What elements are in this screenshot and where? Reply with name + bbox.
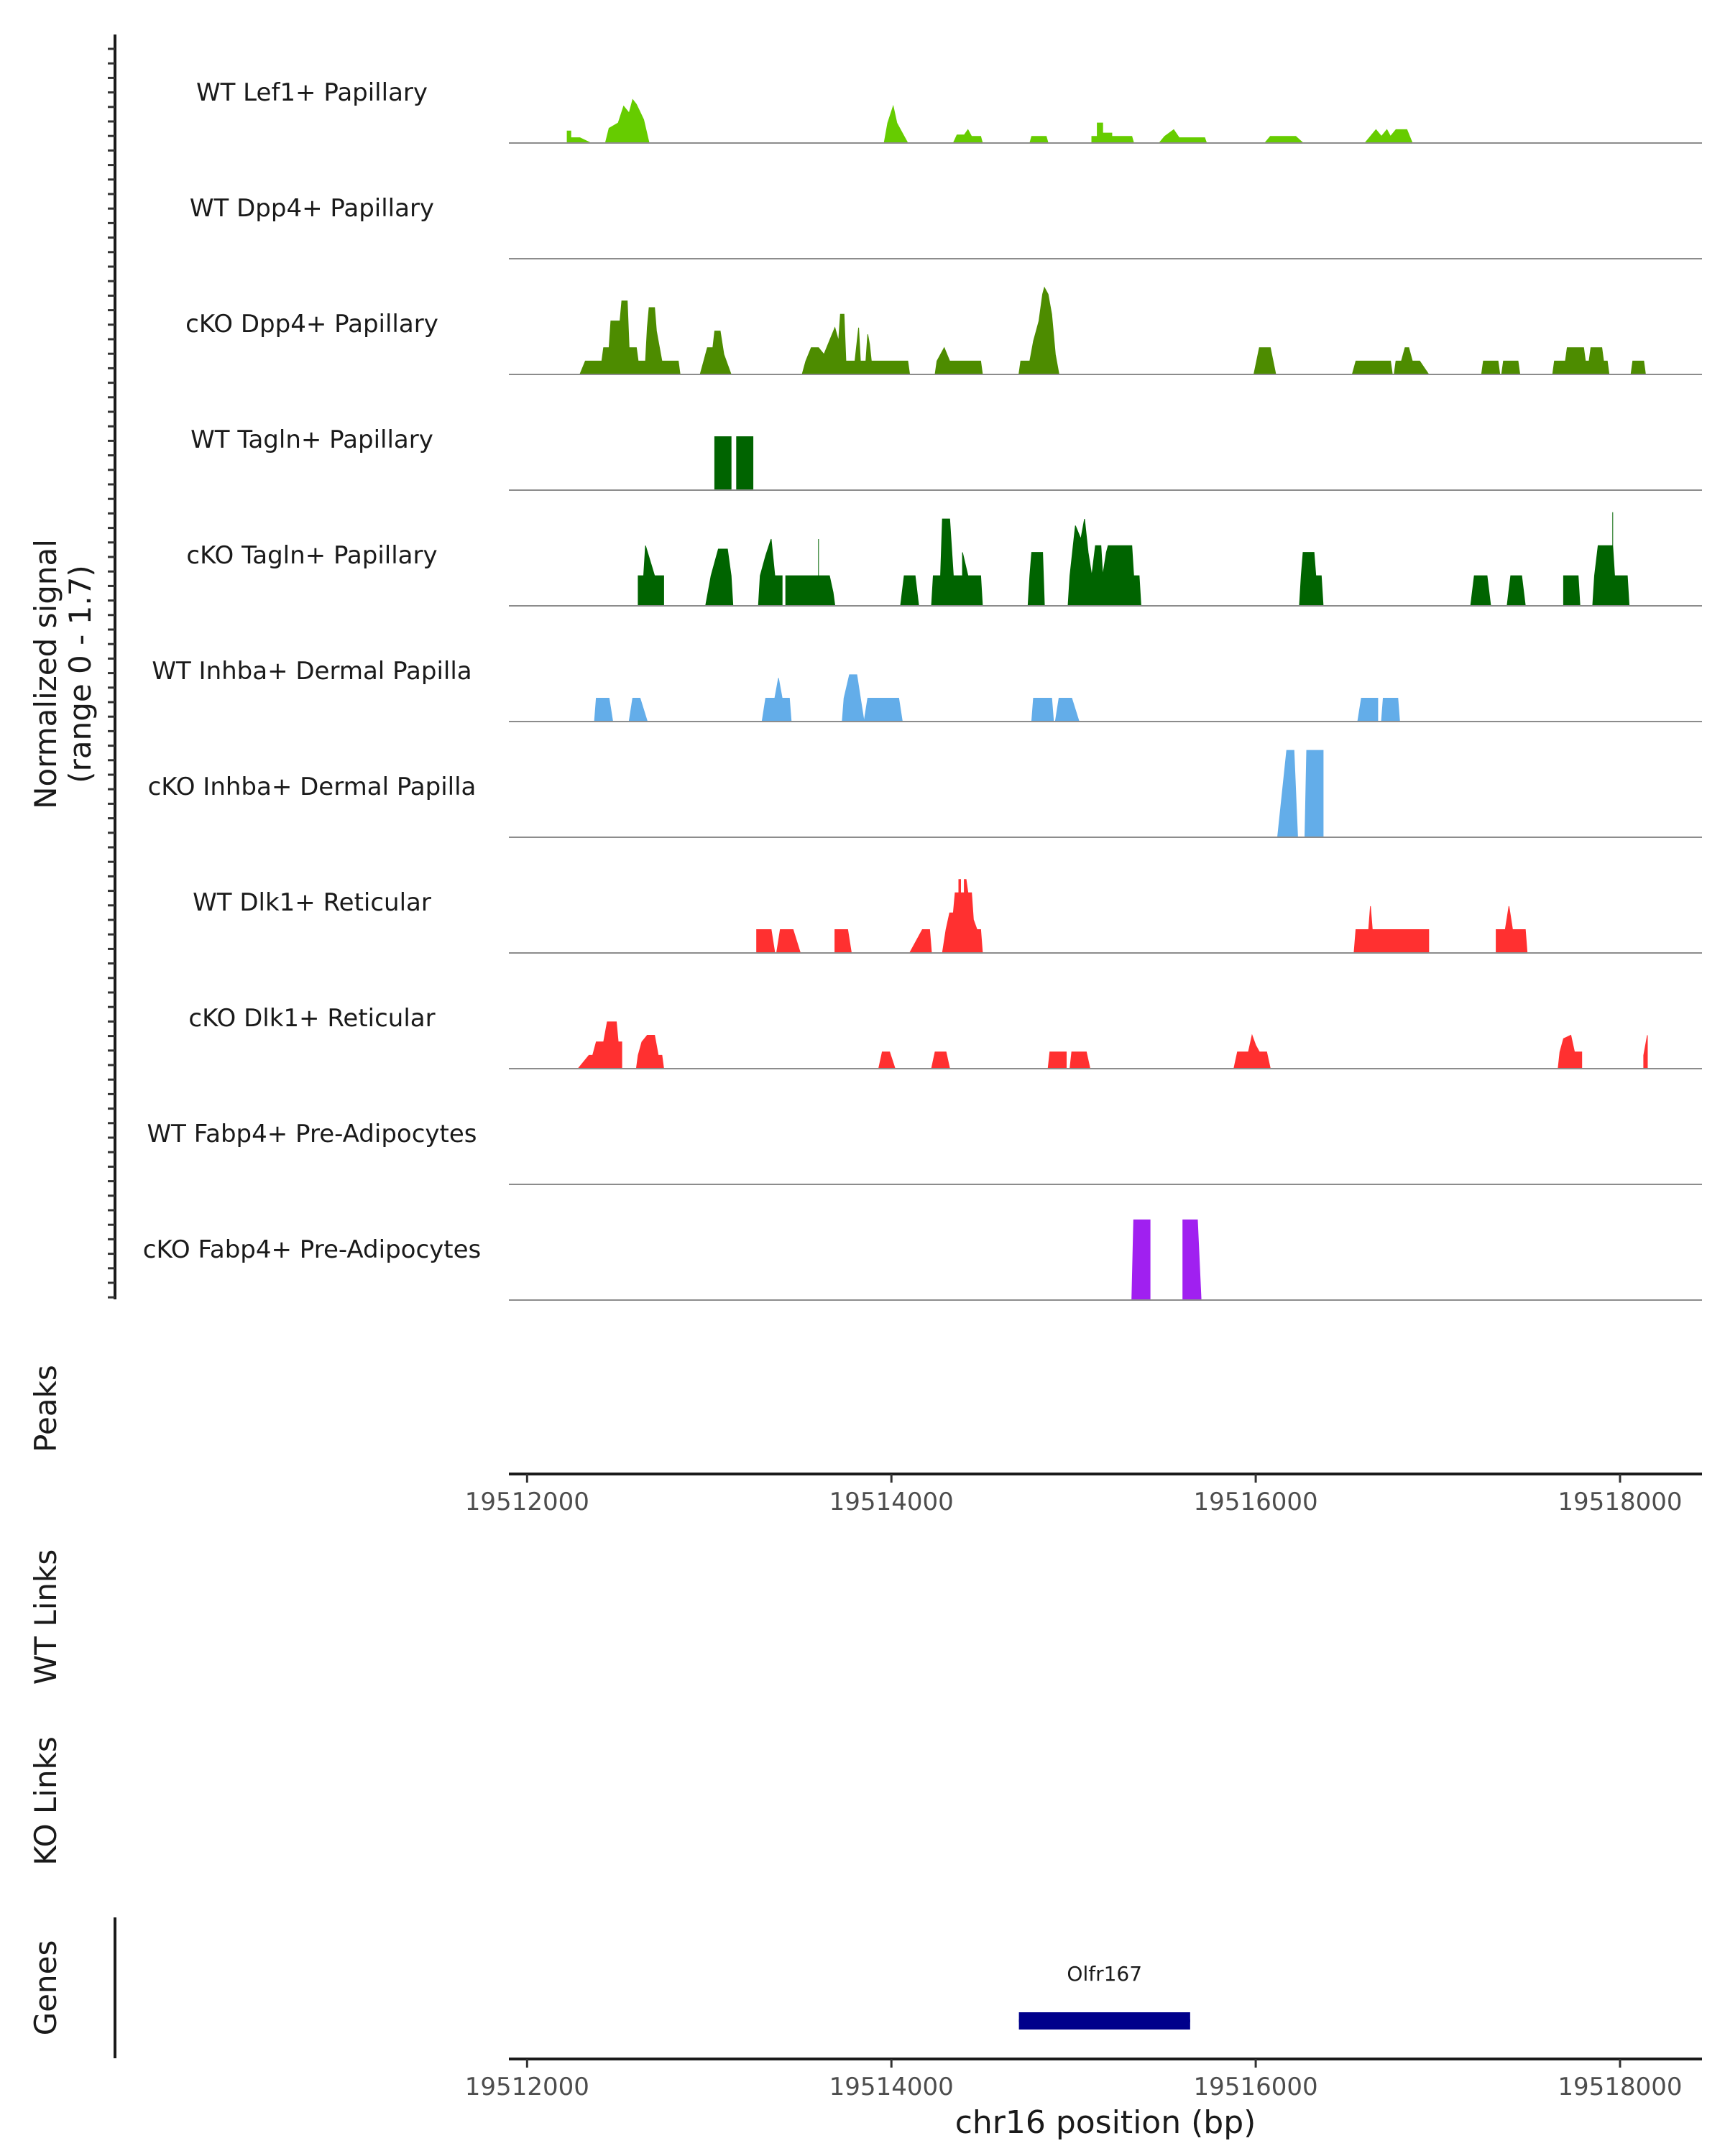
- coverage-segment: [1563, 575, 1581, 607]
- coverage-segment: [1496, 906, 1528, 954]
- x-axis-top: 19512000 19514000 19516000 19518000: [465, 1473, 1702, 1516]
- peaks-panel-label: Peaks: [28, 1365, 63, 1452]
- coverage-segment: [758, 538, 783, 607]
- genes-panel-label: Genes: [28, 1940, 63, 2036]
- coverage-segment: [1552, 347, 1610, 375]
- track-label: WT Dpp4+ Papillary: [190, 194, 434, 223]
- coverage-segment: [1131, 1219, 1151, 1301]
- coverage-segment: [863, 698, 903, 722]
- coverage-segment: [1481, 360, 1501, 375]
- signal-y-ticks: [108, 47, 115, 1299]
- coverage-segment: [638, 545, 664, 607]
- track-label: WT Tagln+ Papillary: [190, 425, 433, 454]
- coverage-segment: [1031, 698, 1054, 722]
- coverage-segment: [942, 879, 983, 954]
- coverage-segment: [604, 98, 650, 144]
- track-wt-inhba-dermal-papilla: WT Inhba+ Dermal Papilla: [152, 657, 1702, 722]
- track-label: WT Lef1+ Papillary: [196, 78, 428, 107]
- coverage-segment: [1630, 360, 1646, 375]
- coverage-tracks: WT Lef1+ Papillary WT Dpp4+ Papillary cKO …: [143, 78, 1702, 1301]
- ko-links-panel-label: KO Links: [28, 1736, 63, 1866]
- track-label: cKO Tagln+ Papillary: [186, 541, 437, 570]
- track-label: cKO Fabp4+ Pre-Adipocytes: [143, 1235, 482, 1264]
- coverage-segment: [1018, 286, 1059, 375]
- x-axis-top-tick-label: 19512000: [465, 1488, 589, 1516]
- x-axis-bottom-tick-label: 19514000: [829, 2073, 954, 2101]
- coverage-segment: [1357, 698, 1379, 722]
- track-wt-dpp4-papillary: WT Dpp4+ Papillary: [190, 194, 1702, 259]
- track-wt-fabp4-pre-adipocytes: WT Fabp4+ Pre-Adipocytes: [147, 1120, 1702, 1185]
- track-cko-tagln-papillary: cKO Tagln+ Papillary: [186, 512, 1702, 607]
- coverage-segment: [1233, 1033, 1271, 1069]
- coverage-segment: [931, 518, 983, 607]
- coverage-segment: [761, 678, 792, 722]
- x-axis-bottom-tick-label: 19516000: [1194, 2073, 1318, 2101]
- coverage-segment: [801, 313, 911, 375]
- coverage-segment: [1067, 519, 1141, 607]
- track-cko-fabp4-pre-adipocytes: cKO Fabp4+ Pre-Adipocytes: [143, 1219, 1702, 1301]
- x-axis-top-tick-label: 19518000: [1558, 1488, 1682, 1516]
- wt-links-panel-label: WT Links: [28, 1549, 63, 1685]
- x-axis-title: chr16 position (bp): [955, 2104, 1256, 2141]
- track-label: WT Dlk1+ Reticular: [193, 888, 431, 917]
- coverage-segment: [1364, 129, 1413, 144]
- track-cko-dlk1-reticular: cKO Dlk1+ Reticular: [188, 1004, 1702, 1069]
- signal-y-range-label: (range 0 - 1.7): [63, 565, 98, 783]
- x-axis-bottom-tick-label: 19518000: [1558, 2073, 1682, 2101]
- track-label: cKO Dlk1+ Reticular: [188, 1004, 435, 1033]
- coverage-segment: [1264, 136, 1305, 144]
- coverage-segment: [1091, 122, 1134, 144]
- coverage-segment: [1351, 360, 1393, 375]
- x-axis-top-tick-label: 19516000: [1194, 1488, 1318, 1516]
- track-label: WT Inhba+ Dermal Papilla: [152, 657, 472, 686]
- x-axis-bottom: 19512000 19514000 19516000 19518000: [465, 2058, 1702, 2101]
- coverage-segment: [635, 1035, 664, 1069]
- coverage-segment: [1353, 906, 1430, 954]
- genes-track: Olfr167: [1018, 1962, 1190, 2030]
- x-axis-top-tick-label: 19514000: [829, 1488, 954, 1516]
- track-wt-dlk1-reticular: WT Dlk1+ Reticular: [193, 879, 1702, 954]
- coverage-segment: [1470, 575, 1491, 607]
- track-label: cKO Dpp4+ Papillary: [185, 310, 438, 338]
- coverage-segment: [1047, 1051, 1067, 1069]
- coverage-segment: [1394, 347, 1430, 375]
- coverage-segment: [1029, 136, 1049, 144]
- coverage-segment: [736, 436, 754, 491]
- coverage-segment: [1158, 129, 1208, 144]
- coverage-segment: [714, 436, 732, 491]
- track-wt-lef1-papillary: WT Lef1+ Papillary: [196, 78, 1702, 144]
- coverage-segment: [1501, 360, 1521, 375]
- coverage-segment: [577, 1021, 622, 1069]
- coverage-segment: [1558, 1034, 1583, 1069]
- coverage-segment: [579, 300, 681, 375]
- coverage-segment: [1304, 750, 1324, 838]
- coverage-segment: [1592, 512, 1630, 607]
- coverage-segment: [699, 331, 732, 375]
- coverage-segment: [1070, 1051, 1091, 1069]
- track-label: WT Fabp4+ Pre-Adipocytes: [147, 1120, 477, 1148]
- track-cko-inhba-dermal-papilla: cKO Inhba+ Dermal Papilla: [148, 750, 1702, 838]
- coverage-segment: [1299, 552, 1324, 607]
- coverage-segment: [785, 539, 836, 607]
- track-label: cKO Inhba+ Dermal Papilla: [148, 773, 477, 801]
- track-wt-tagln-papillary: WT Tagln+ Papillary: [190, 425, 1702, 491]
- coverage-segment: [1381, 698, 1400, 722]
- signal-y-label: Normalized signal: [28, 539, 63, 809]
- gene-label: Olfr167: [1067, 1962, 1142, 1986]
- track-cko-dpp4-papillary: cKO Dpp4+ Papillary: [185, 286, 1702, 375]
- x-axis-bottom-tick-label: 19512000: [465, 2073, 589, 2101]
- coverage-segment: [952, 129, 983, 144]
